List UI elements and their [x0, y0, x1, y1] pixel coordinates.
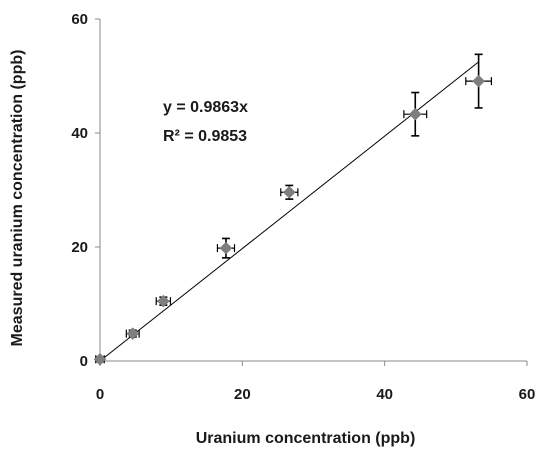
- data-point-marker: [156, 294, 170, 308]
- trendline: [99, 61, 479, 362]
- trendline-group: [99, 61, 479, 362]
- x-tick-label: 40: [376, 386, 393, 403]
- y-tick-label: 20: [71, 239, 88, 256]
- data-point-marker: [219, 241, 233, 255]
- data-point-marker: [282, 185, 296, 199]
- axes: [99, 19, 527, 362]
- marker-group: [93, 74, 485, 366]
- data-point-marker: [472, 74, 485, 88]
- y-tick-label: 40: [71, 125, 88, 142]
- x-tick-label: 20: [234, 386, 251, 403]
- r-squared-label: R² = 0.9853: [163, 128, 247, 145]
- tick-group: 0 20 40 60 0 20 40 60: [71, 11, 535, 403]
- y-tick-label: 0: [80, 353, 88, 370]
- data-point-marker: [126, 327, 140, 340]
- data-point-marker: [408, 107, 422, 121]
- data-point-marker: [93, 352, 107, 366]
- x-tick-label: 60: [519, 386, 536, 403]
- trendline-equation: y = 0.9863x: [163, 99, 248, 116]
- x-axis-title: Uranium concentration (ppb): [196, 430, 416, 447]
- y-axis-title: Measured uranium concentration (ppb): [9, 50, 26, 347]
- x-tick-label: 0: [96, 386, 104, 403]
- y-tick-label: 60: [71, 11, 88, 28]
